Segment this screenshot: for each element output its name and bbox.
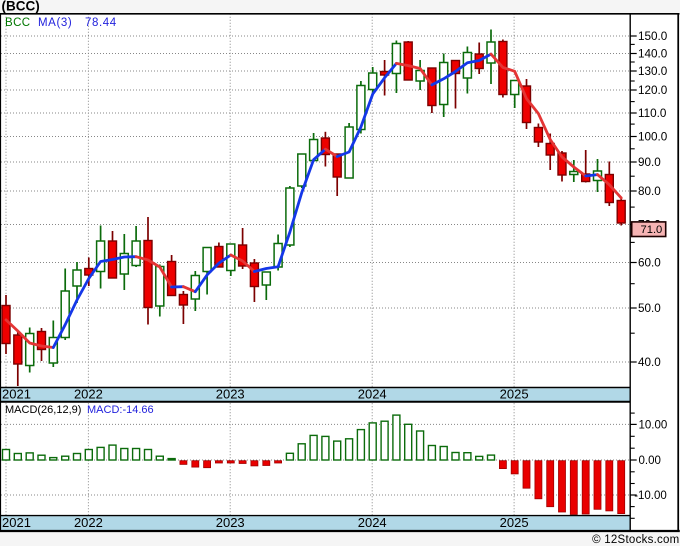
svg-text:-10.00: -10.00: [634, 490, 667, 502]
svg-text:2021: 2021: [2, 387, 31, 402]
svg-text:140.0: 140.0: [638, 48, 668, 61]
svg-text:110.0: 110.0: [638, 107, 667, 120]
svg-text:2025: 2025: [500, 387, 529, 402]
svg-text:2024: 2024: [358, 387, 387, 402]
svg-text:2023: 2023: [216, 515, 245, 530]
svg-text:2021: 2021: [2, 515, 31, 530]
svg-text:2023: 2023: [216, 387, 245, 402]
svg-text:(BCC): (BCC): [2, 0, 40, 14]
svg-text:120.0: 120.0: [638, 84, 668, 97]
svg-text:MA(3): MA(3): [38, 17, 72, 29]
svg-text:50.0: 50.0: [638, 302, 661, 315]
svg-text:130.0: 130.0: [638, 65, 668, 78]
svg-text:150.0: 150.0: [638, 30, 668, 43]
svg-text:MACD(26,12,9): MACD(26,12,9): [5, 404, 81, 416]
svg-text:2022: 2022: [74, 387, 103, 402]
svg-text:78.44: 78.44: [85, 17, 117, 29]
svg-text:2025: 2025: [500, 515, 529, 530]
svg-text:MACD:-14.66: MACD:-14.66: [87, 404, 154, 416]
svg-text:BCC: BCC: [5, 17, 30, 29]
svg-text:71.0: 71.0: [641, 224, 663, 236]
svg-text:2024: 2024: [358, 515, 387, 530]
svg-text:90.0: 90.0: [638, 156, 661, 169]
svg-text:2022: 2022: [74, 515, 103, 530]
svg-text:10.00: 10.00: [639, 419, 668, 431]
svg-text:100.0: 100.0: [638, 131, 668, 144]
svg-text:80.0: 80.0: [638, 185, 661, 198]
svg-text:0.00: 0.00: [639, 455, 661, 467]
svg-text:60.0: 60.0: [638, 257, 661, 270]
svg-text:40.0: 40.0: [638, 356, 661, 369]
svg-text:© 12Stocks.com: © 12Stocks.com: [592, 534, 679, 546]
